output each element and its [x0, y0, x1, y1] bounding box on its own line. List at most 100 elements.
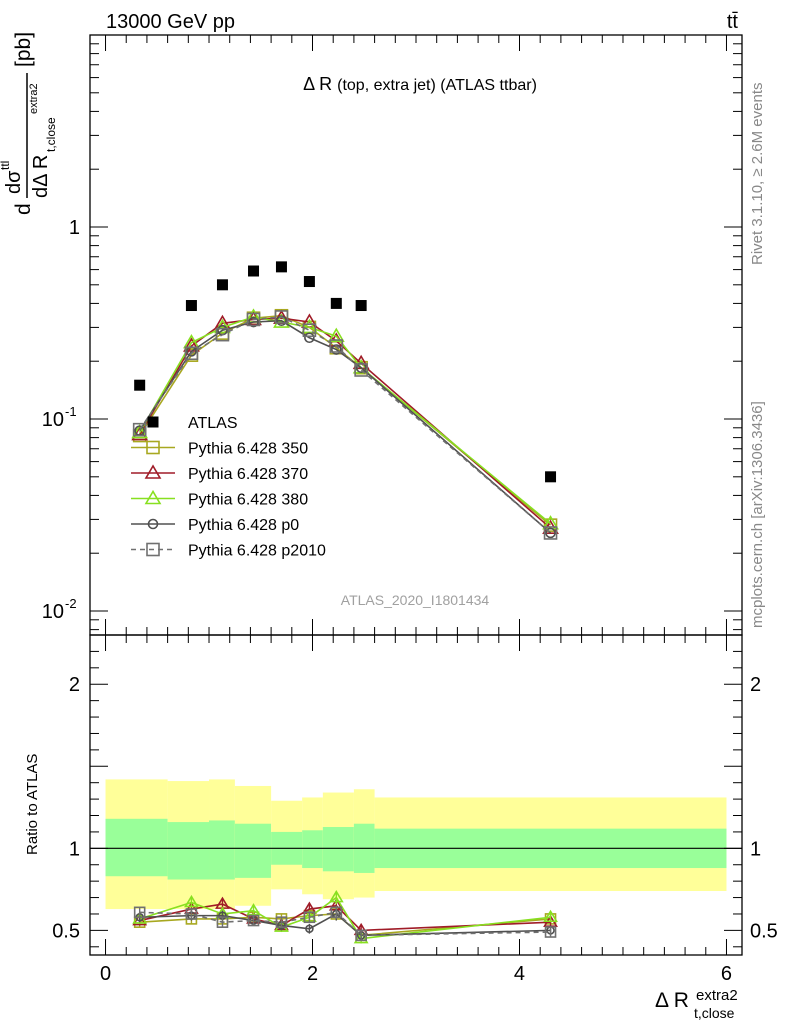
ratio-point [543, 909, 558, 923]
svg-text:[pb]: [pb] [12, 32, 35, 67]
main-point [184, 346, 199, 361]
main-point [329, 339, 344, 353]
main-point [303, 276, 315, 288]
ratio-band-inner [322, 827, 354, 872]
ratio-point [216, 916, 229, 928]
mcplots-label: mcplots.cern.ch [arXiv:1306.3436] [749, 401, 766, 628]
main-point [355, 300, 367, 312]
main-title-detail: (top, extra jet) (ATLAS ttbar) [337, 77, 537, 94]
ratio-band-inner [105, 818, 168, 877]
svg-text:Δ R: Δ R [655, 989, 689, 1012]
legend-label: Pythia 6.428 350 [188, 441, 308, 458]
ratio-y-tick-label: 2 [69, 674, 80, 696]
svg-text:extra2: extra2 [696, 987, 738, 1004]
ratio-point [328, 890, 344, 903]
main-point [543, 518, 558, 532]
main-point [301, 318, 318, 334]
ratio-y-tick-label-right: 1 [750, 838, 761, 860]
ratio-band-inner [209, 820, 235, 880]
legend-entry-p380: Pythia 6.428 380 [131, 489, 308, 509]
x-tick-label: 4 [514, 963, 525, 985]
ratio-series-p2010 [133, 905, 557, 942]
main-point [354, 363, 368, 377]
main-point [543, 526, 558, 540]
svg-text:extra2: extra2 [28, 83, 40, 114]
svg-text:10: 10 [42, 601, 64, 623]
ratio-y-tick-label-right: 0.5 [750, 920, 778, 942]
legend-entry-p370: Pythia 6.428 370 [131, 464, 308, 483]
legend-marker [146, 542, 160, 557]
svg-text:dΔ R: dΔ R [30, 155, 52, 198]
legend-label: Pythia 6.428 p2010 [188, 543, 326, 560]
main-point [134, 379, 146, 391]
ratio-point [133, 906, 146, 919]
main-y-tick-label: 1 [69, 217, 80, 239]
ratio-point [330, 906, 343, 919]
main-series-p0 [134, 315, 556, 539]
header-left: 13000 GeV pp [106, 11, 235, 33]
main-y-tick-label: 10 -1 [42, 404, 77, 431]
ratio-point [355, 929, 367, 942]
ratio-y-tick-label: 0.5 [52, 920, 80, 942]
ratio-y-tick-label-right: 2 [750, 674, 761, 696]
legend-label: Pythia 6.428 370 [188, 466, 308, 483]
main-point [246, 312, 261, 327]
svg-text:1: 1 [69, 217, 80, 239]
main-ylabel: d dσ ttl dΔ R t,close extra2 [pb] [0, 32, 58, 215]
x-tick-label: 2 [307, 963, 318, 985]
main-title: Δ R (top, extra jet) (ATLAS ttbar) [303, 74, 537, 94]
legend-entry-p2010: Pythia 6.428 p2010 [131, 543, 326, 560]
main-point [132, 422, 147, 437]
legend-label: ATLAS [188, 415, 238, 432]
x-tick-label: 0 [100, 963, 111, 985]
xlabel: Δ R extra2 t,close [655, 987, 738, 1021]
ratio-point [246, 903, 261, 916]
main-line-p0 [139, 319, 552, 534]
svg-text:10: 10 [42, 409, 64, 431]
ratio-band-inner [302, 830, 323, 869]
legend-label: Pythia 6.428 380 [188, 492, 308, 509]
main-point [327, 327, 345, 342]
main-line-p2010 [139, 316, 552, 534]
analysis-id: ATLAS_2020_I1801434 [341, 592, 490, 608]
main-point [304, 332, 315, 344]
main-point [216, 279, 228, 291]
legend-entry-p350: Pythia 6.428 350 [131, 441, 308, 458]
main-title-prefix: Δ R [303, 74, 332, 94]
ratio-point [247, 914, 260, 927]
main-series-p2010 [132, 310, 558, 540]
main-point [131, 423, 149, 439]
svg-text:ttl: ttl [0, 161, 12, 170]
ratio-line-p370 [139, 903, 551, 932]
legend: ATLAS Pythia 6.428 350 Pythia 6.428 370 Pyt… [131, 415, 326, 560]
legend-entry-p0: Pythia 6.428 p0 [131, 517, 299, 534]
main-point [185, 300, 197, 312]
svg-text:t,close: t,close [44, 117, 58, 152]
main-point [545, 471, 557, 483]
ratio-point [303, 911, 316, 924]
ratio-point [544, 926, 557, 938]
main-series-data [134, 261, 557, 483]
ratio-y-tick-label: 1 [69, 838, 80, 860]
ratio-point [185, 908, 198, 920]
main-line-p380 [138, 316, 552, 525]
ratio-point [305, 924, 314, 934]
main-point [330, 297, 342, 309]
header-right: tt̄ [727, 11, 739, 33]
legend-marker [144, 489, 162, 505]
svg-text:-2: -2 [65, 596, 77, 611]
legend-entry-data: ATLAS [147, 415, 238, 432]
main-point [215, 327, 230, 342]
ratio-ylabel: Ratio to ATLAS [24, 754, 41, 855]
ratio-panel: 0 2 4 6 0.5 0.5 1 1 2 2 [52, 35, 778, 985]
svg-text:t,close: t,close [694, 1005, 735, 1021]
main-point [331, 344, 342, 355]
rivet-label: Rivet 3.1.10, ≥ 2.6M events [749, 83, 766, 266]
legend-marker [144, 464, 162, 479]
legend-marker [147, 518, 159, 530]
ratio-band-inner [234, 823, 272, 878]
ratio-point [275, 916, 288, 928]
legend-marker [146, 440, 160, 455]
legend-marker [147, 416, 159, 428]
